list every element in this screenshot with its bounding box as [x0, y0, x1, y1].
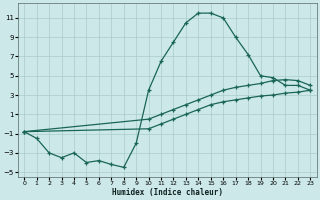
X-axis label: Humidex (Indice chaleur): Humidex (Indice chaleur) [112, 188, 223, 197]
